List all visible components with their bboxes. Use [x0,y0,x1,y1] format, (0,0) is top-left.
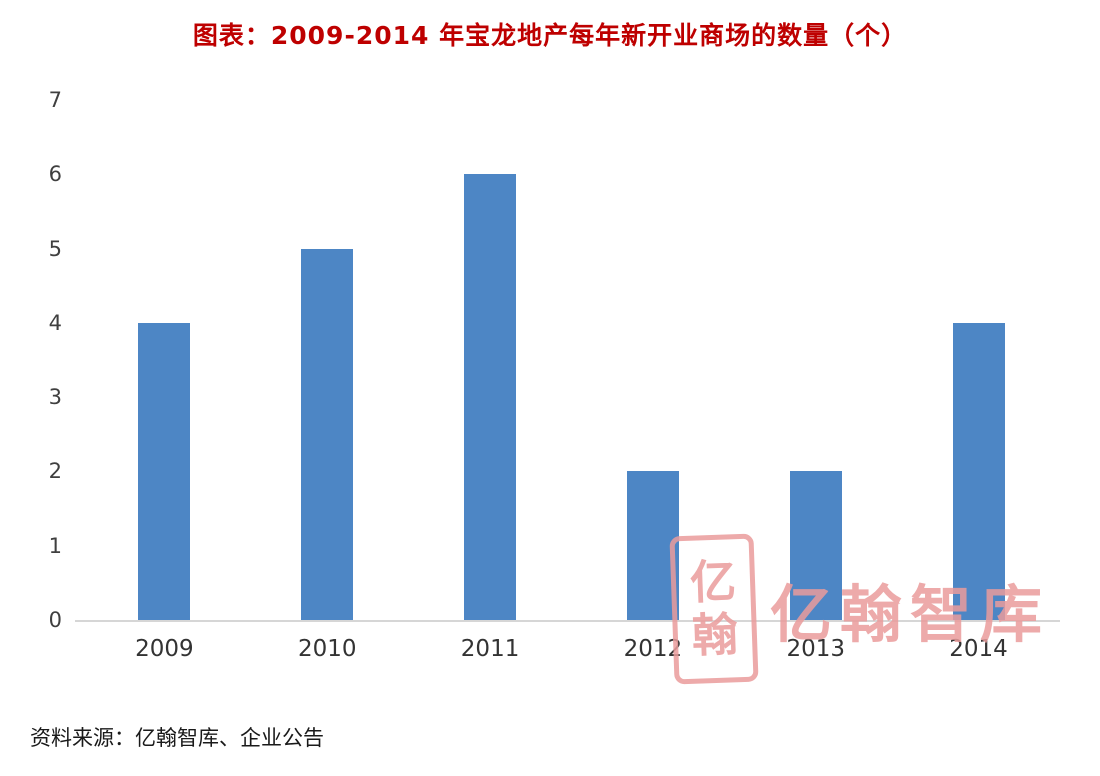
y-axis: 0 1 2 3 4 5 6 7 [0,88,62,632]
bar-cell [409,100,572,620]
x-axis: 2009 2010 2011 2012 2013 2014 [75,630,1060,662]
y-tick-label: 5 [48,236,62,261]
y-tick-label: 7 [48,88,62,112]
source-note: 资料来源：亿翰智库、企业公告 [30,726,324,750]
x-tick-label: 2014 [949,636,1008,662]
bar-2011 [464,174,517,620]
y-tick-label: 0 [48,608,62,632]
y-tick-label: 3 [48,385,62,410]
bar-cell [734,100,897,620]
x-tick-label: 2013 [786,636,845,662]
y-tick-label: 1 [48,533,62,558]
chart-title: 图表：2009-2014 年宝龙地产每年新开业商场的数量（个） [192,21,908,50]
plot-area [75,100,1060,622]
y-tick-label: 4 [48,310,62,335]
bar-2012 [626,471,679,620]
x-tick-label: 2011 [460,636,520,662]
bar-cell [246,100,409,620]
y-tick-label: 6 [48,162,62,187]
x-tick-label: 2010 [297,636,357,662]
bar-2014 [952,322,1005,620]
bars [75,100,1060,620]
bar-2013 [789,471,842,620]
x-tick-label: 2009 [135,636,194,662]
bar-cell [571,100,734,620]
y-tick-label: 2 [48,459,62,484]
bar-2009 [138,322,191,620]
bar-2010 [301,248,354,620]
x-tick-label: 2012 [623,636,683,662]
bar-cell [83,100,246,620]
bar-cell [897,100,1060,620]
